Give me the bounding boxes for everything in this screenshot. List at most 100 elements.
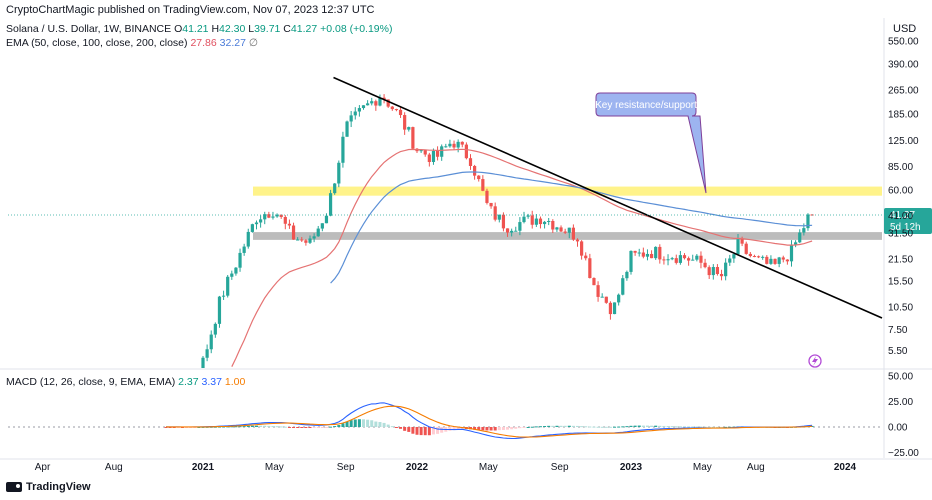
macd-hist-bar [621, 426, 625, 428]
macd-hist-bar [279, 426, 283, 428]
candle-body [328, 193, 333, 216]
price-axis-tick: 390.00 [888, 60, 919, 71]
candle-body [555, 227, 559, 230]
macd-hist-bar [164, 427, 168, 428]
macd-hist-bar [263, 425, 267, 427]
macd-hist-bar [283, 426, 287, 428]
price-axis-tick: 185.00 [888, 110, 919, 121]
macd-hist-bar [637, 425, 641, 427]
macd-hist-bar [514, 427, 518, 429]
candle-body [600, 296, 604, 298]
macd-hist-bar [547, 425, 551, 427]
macd-hist-bar [411, 427, 415, 434]
macd-hist-bar [259, 425, 263, 427]
candle-body [518, 222, 522, 231]
candle-body [324, 215, 329, 224]
time-axis-tick: 2021 [192, 462, 215, 473]
macd-hist-bar [415, 427, 419, 435]
time-axis-tick: Aug [105, 462, 123, 473]
macd-hist-bar [711, 426, 715, 428]
macd-hist-bar [250, 425, 254, 427]
candle-body [596, 285, 600, 297]
candle-body [773, 258, 777, 264]
candle-body [761, 256, 765, 258]
candle-body [645, 253, 650, 257]
candle-body [724, 262, 728, 277]
macd-hist-bar [374, 421, 378, 427]
candle-body [752, 256, 757, 258]
time-axis-tick: 2024 [834, 462, 857, 473]
candle-body [254, 222, 259, 225]
ema-label[interactable]: EMA (50, close, 100, close, 200, close) [6, 37, 188, 49]
candle-body [423, 150, 427, 155]
macd-hist-bar [168, 427, 172, 428]
macd-hist-bar [308, 427, 312, 428]
macd-hist-bar [329, 426, 333, 428]
currency-label[interactable]: USD [893, 23, 917, 35]
macd-hist-bar [580, 426, 584, 428]
macd-hist-bar [366, 419, 370, 427]
candle-body [275, 214, 279, 217]
macd-hist-bar [481, 427, 485, 431]
symbol-name[interactable]: Solana / U.S. Dollar, 1W, BINANCE [6, 23, 172, 35]
ohlc-low-label: L [248, 23, 255, 35]
macd-hist-bar [674, 426, 678, 428]
candle-body [234, 267, 238, 274]
macd-hist-bar [720, 426, 724, 428]
ohlc-open: 41.21 [182, 23, 209, 35]
macd-hist-bar [296, 427, 300, 428]
time-axis-tick: Apr [35, 462, 51, 473]
annotation-callout [595, 92, 707, 194]
macd-hist-bar [617, 426, 621, 428]
macd-hist-bar [234, 426, 238, 428]
ohlc-close-label: C [283, 23, 291, 35]
macd-label[interactable]: MACD (12, 26, close, 9, EMA, EMA) [6, 376, 176, 388]
macd-hist-bar [501, 427, 505, 430]
candle-body [283, 216, 287, 224]
macd-hist-bar [666, 426, 670, 428]
macd-hist-bar [427, 427, 431, 436]
candle-body [419, 150, 423, 152]
macd-hist-bar [510, 427, 514, 430]
macd-hist-bar [423, 427, 427, 436]
candle-body [279, 214, 283, 217]
macd-axis-tick: −25.00 [888, 448, 919, 459]
candle-body [497, 214, 501, 220]
candle-body [250, 224, 254, 232]
candle-body [473, 165, 477, 176]
price-axis-tick: 60.00 [888, 185, 913, 196]
candle-body [221, 295, 226, 297]
macd-hist-bar [571, 425, 575, 427]
macd-hist-bar [493, 427, 497, 431]
candle-body [230, 273, 234, 277]
candle-body [452, 143, 456, 148]
tradingview-footer[interactable]: TradingView [6, 481, 91, 493]
candle-body [695, 255, 699, 260]
candle-body [382, 97, 386, 100]
candle-body [353, 111, 357, 116]
candle-body [662, 259, 666, 261]
macd-hist-bar [394, 427, 398, 428]
macd-hist-bar [600, 426, 604, 428]
candle-body [242, 246, 246, 253]
candle-body [370, 101, 374, 104]
candle-body [538, 218, 543, 225]
macd-hist-bar [436, 427, 440, 434]
macd-hist-bar [341, 423, 345, 427]
macd-hist-bar [456, 427, 460, 430]
macd-hist-bar [403, 427, 407, 431]
candle-body [789, 244, 794, 262]
candle-body [263, 214, 267, 220]
macd-hist-value: 1.00 [224, 376, 246, 388]
macd-hist-bar [563, 425, 567, 427]
macd-hist-bar [312, 427, 316, 428]
candle-body [505, 228, 510, 233]
candle-body [427, 154, 431, 162]
candle-body [407, 127, 411, 130]
candle-body [514, 230, 518, 232]
macd-hist-bar [538, 426, 542, 428]
macd-hist-bar [242, 426, 246, 428]
candle-body [394, 109, 399, 111]
candle-body [740, 239, 744, 244]
